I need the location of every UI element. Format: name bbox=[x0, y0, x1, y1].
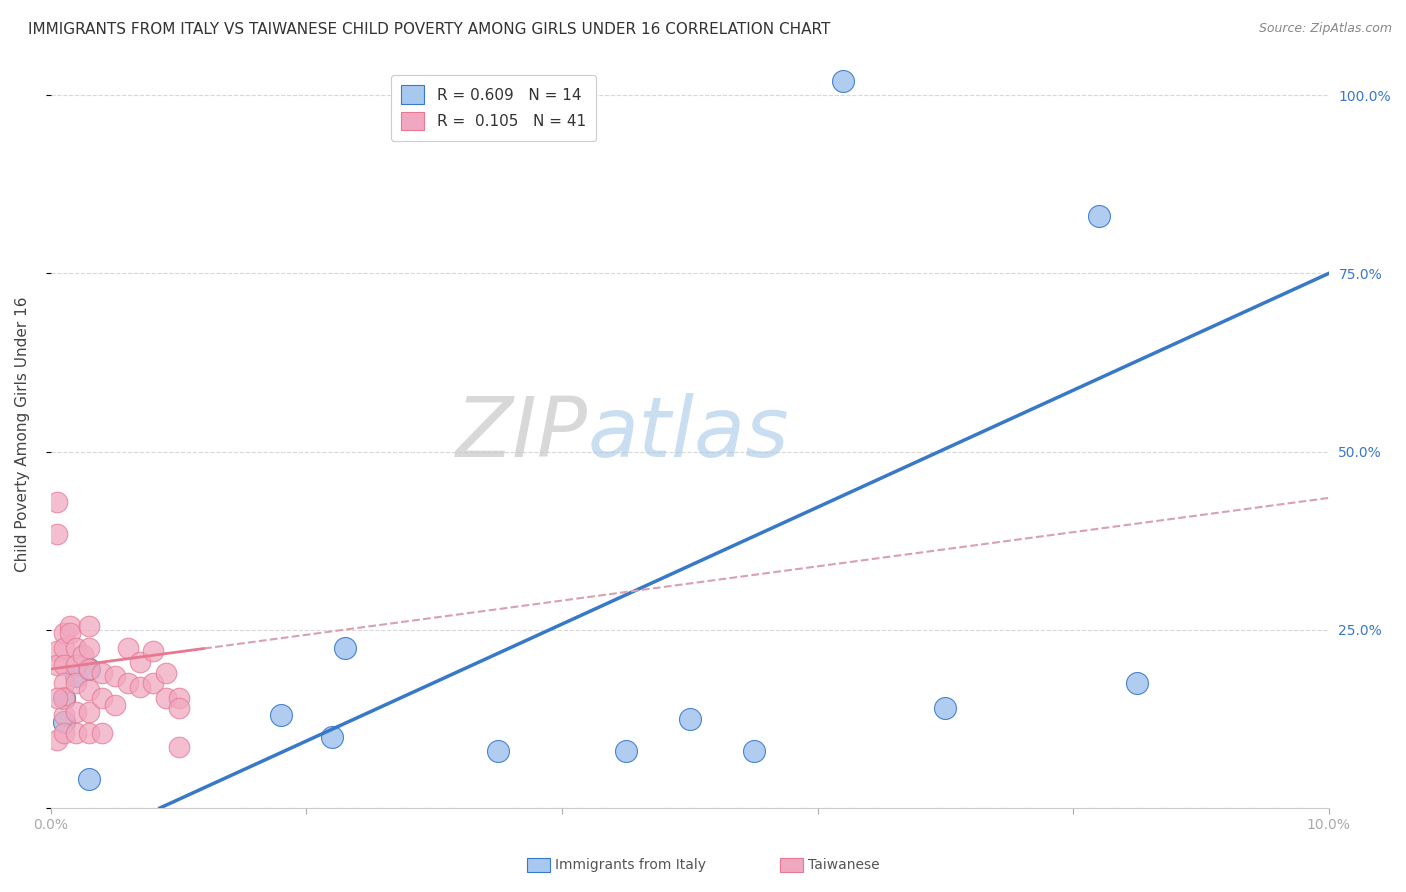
Point bbox=[59, 626, 82, 640]
Point bbox=[167, 690, 190, 705]
Point bbox=[77, 662, 100, 676]
Point bbox=[333, 640, 356, 655]
Point bbox=[52, 715, 75, 730]
Point bbox=[486, 744, 509, 758]
Point bbox=[65, 726, 87, 740]
Point bbox=[52, 676, 75, 690]
Text: ZIP: ZIP bbox=[456, 393, 588, 475]
Point bbox=[1126, 676, 1149, 690]
Point bbox=[65, 669, 87, 683]
Point bbox=[129, 680, 152, 694]
Y-axis label: Child Poverty Among Girls Under 16: Child Poverty Among Girls Under 16 bbox=[15, 296, 30, 572]
Point bbox=[104, 669, 127, 683]
Point bbox=[77, 683, 100, 698]
Point bbox=[52, 726, 75, 740]
Point bbox=[52, 708, 75, 723]
Point bbox=[155, 690, 177, 705]
Point bbox=[77, 619, 100, 633]
Point bbox=[77, 640, 100, 655]
Point bbox=[91, 665, 114, 680]
Point bbox=[46, 690, 69, 705]
Point bbox=[52, 640, 75, 655]
Point bbox=[117, 640, 139, 655]
Point bbox=[679, 712, 702, 726]
Point bbox=[155, 665, 177, 680]
Point bbox=[167, 740, 190, 755]
Point bbox=[321, 730, 343, 744]
Point bbox=[72, 648, 94, 662]
Point bbox=[91, 726, 114, 740]
Text: Taiwanese: Taiwanese bbox=[808, 858, 880, 872]
Point bbox=[52, 690, 75, 705]
Point bbox=[117, 676, 139, 690]
Point bbox=[77, 772, 100, 787]
Point bbox=[129, 655, 152, 669]
Point bbox=[52, 626, 75, 640]
Point bbox=[104, 698, 127, 712]
Point bbox=[52, 658, 75, 673]
Point bbox=[142, 676, 165, 690]
Text: Source: ZipAtlas.com: Source: ZipAtlas.com bbox=[1258, 22, 1392, 36]
Point bbox=[934, 701, 956, 715]
Point bbox=[46, 526, 69, 541]
Point bbox=[742, 744, 765, 758]
Point bbox=[46, 494, 69, 508]
Point bbox=[77, 705, 100, 719]
Legend: R = 0.609   N = 14, R =  0.105   N = 41: R = 0.609 N = 14, R = 0.105 N = 41 bbox=[391, 75, 596, 141]
Point bbox=[52, 690, 75, 705]
Text: IMMIGRANTS FROM ITALY VS TAIWANESE CHILD POVERTY AMONG GIRLS UNDER 16 CORRELATIO: IMMIGRANTS FROM ITALY VS TAIWANESE CHILD… bbox=[28, 22, 831, 37]
Point bbox=[1087, 210, 1109, 224]
Point bbox=[65, 640, 87, 655]
Point bbox=[59, 619, 82, 633]
Point bbox=[77, 726, 100, 740]
Point bbox=[832, 74, 855, 88]
Point bbox=[91, 690, 114, 705]
Point bbox=[270, 708, 292, 723]
Point bbox=[65, 705, 87, 719]
Point bbox=[65, 658, 87, 673]
Point bbox=[46, 658, 69, 673]
Text: Immigrants from Italy: Immigrants from Italy bbox=[555, 858, 706, 872]
Point bbox=[77, 662, 100, 676]
Point bbox=[614, 744, 637, 758]
Point bbox=[65, 676, 87, 690]
Point bbox=[142, 644, 165, 658]
Point bbox=[46, 644, 69, 658]
Text: atlas: atlas bbox=[588, 393, 789, 475]
Point bbox=[46, 733, 69, 747]
Point bbox=[167, 701, 190, 715]
